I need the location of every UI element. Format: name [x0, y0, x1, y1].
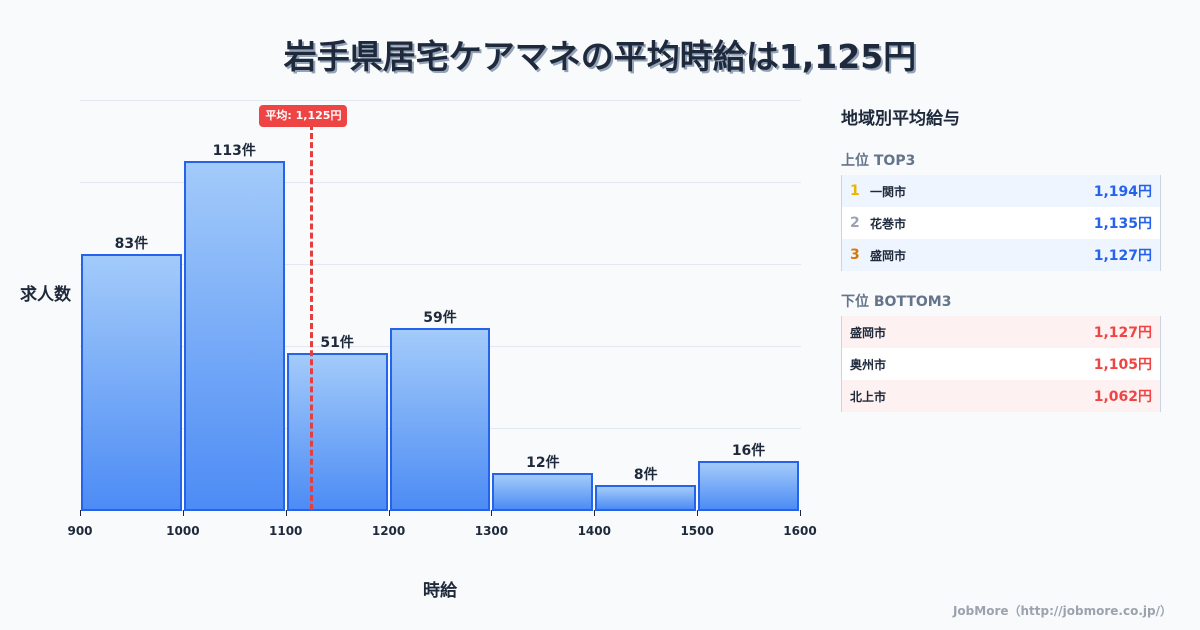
bar-value-label: 16件 [731, 442, 766, 459]
rank-number: 1 [850, 183, 860, 199]
histogram-chart: 83件 113件 51件 59件 12件 8件 16件 900 1000 1100 1200 130… [20, 100, 817, 601]
histogram-bar [698, 460, 799, 511]
table-row: 1 一関市 1,194円 [842, 175, 1160, 207]
city-name: 奥州市 [850, 357, 887, 372]
x-tick [285, 510, 287, 516]
salary-value: 1,135円 [1093, 216, 1152, 232]
x-tick [388, 510, 390, 516]
histogram-bar [389, 327, 491, 511]
top3-table: 1 一関市 1,194円 2 花巻市 1,135円 3 盛岡市 1,127円 [841, 175, 1161, 271]
histogram-bar [183, 161, 285, 511]
x-axis-label: 時給 [423, 581, 457, 601]
city-name: 北上市 [850, 389, 887, 404]
x-tick-label: 1200 [371, 524, 406, 538]
bottom3-table: 盛岡市 1,127円 奥州市 1,105円 北上市 1,062円 [841, 316, 1161, 412]
x-tick-label: 1300 [474, 524, 509, 538]
city-name: 盛岡市 [850, 325, 887, 340]
salary-value: 1,194円 [1093, 184, 1152, 200]
salary-value: 1,105円 [1093, 357, 1152, 373]
rank-number: 2 [850, 215, 860, 231]
histogram-bar [81, 253, 182, 511]
source-credit: JobMore（http://jobmore.co.jp/） [952, 604, 1172, 618]
average-badge: 平均: 1,125円 [259, 105, 348, 127]
bar-value-label: 113件 [212, 143, 256, 160]
gridline [80, 182, 801, 183]
x-tick-label: 1000 [166, 524, 200, 538]
rank-number: 3 [850, 247, 860, 263]
average-line [310, 124, 314, 510]
x-tick [491, 510, 493, 516]
city-name: 花巻市 [870, 216, 907, 231]
bar-value-label: 83件 [114, 235, 149, 252]
city-name: 一関市 [870, 184, 907, 199]
bar-value-label: 12件 [526, 454, 560, 471]
city-name: 盛岡市 [870, 248, 907, 263]
x-tick [80, 510, 81, 516]
x-tick-label: 1100 [269, 524, 303, 538]
x-tick [800, 510, 801, 516]
table-row: 3 盛岡市 1,127円 [842, 239, 1160, 271]
salary-value: 1,062円 [1093, 389, 1152, 405]
bar-value-label: 8件 [633, 467, 658, 484]
bottom3-heading: 下位 BOTTOM3 [841, 294, 952, 310]
table-row: 2 花巻市 1,135円 [842, 207, 1160, 239]
table-row: 北上市 1,062円 [842, 380, 1160, 412]
x-tick [697, 510, 699, 516]
x-tick-label: 900 [67, 524, 93, 538]
bar-value-label: 59件 [423, 309, 457, 326]
x-tick-label: 1400 [577, 524, 611, 538]
gridline [80, 264, 801, 265]
x-tick-label: 1500 [680, 524, 714, 538]
bar-value-label: 51件 [320, 334, 354, 351]
x-tick [594, 510, 596, 516]
salary-value: 1,127円 [1093, 325, 1152, 341]
chart-title: 岩手県居宅ケアマネの平均時給は1,125円 [283, 37, 917, 76]
gridline [80, 100, 801, 101]
histogram-bar [492, 472, 594, 511]
table-row: 奥州市 1,105円 [842, 348, 1160, 380]
salary-value: 1,127円 [1093, 248, 1152, 264]
y-axis-label: 求人数 [20, 285, 71, 305]
panel-title: 地域別平均給与 [841, 109, 960, 129]
top3-heading: 上位 TOP3 [841, 153, 916, 169]
histogram-bar [595, 485, 697, 511]
table-row: 盛岡市 1,127円 [842, 316, 1160, 348]
x-tick [182, 510, 184, 516]
x-tick-label: 1600 [783, 524, 817, 538]
histogram-bar [286, 352, 388, 511]
